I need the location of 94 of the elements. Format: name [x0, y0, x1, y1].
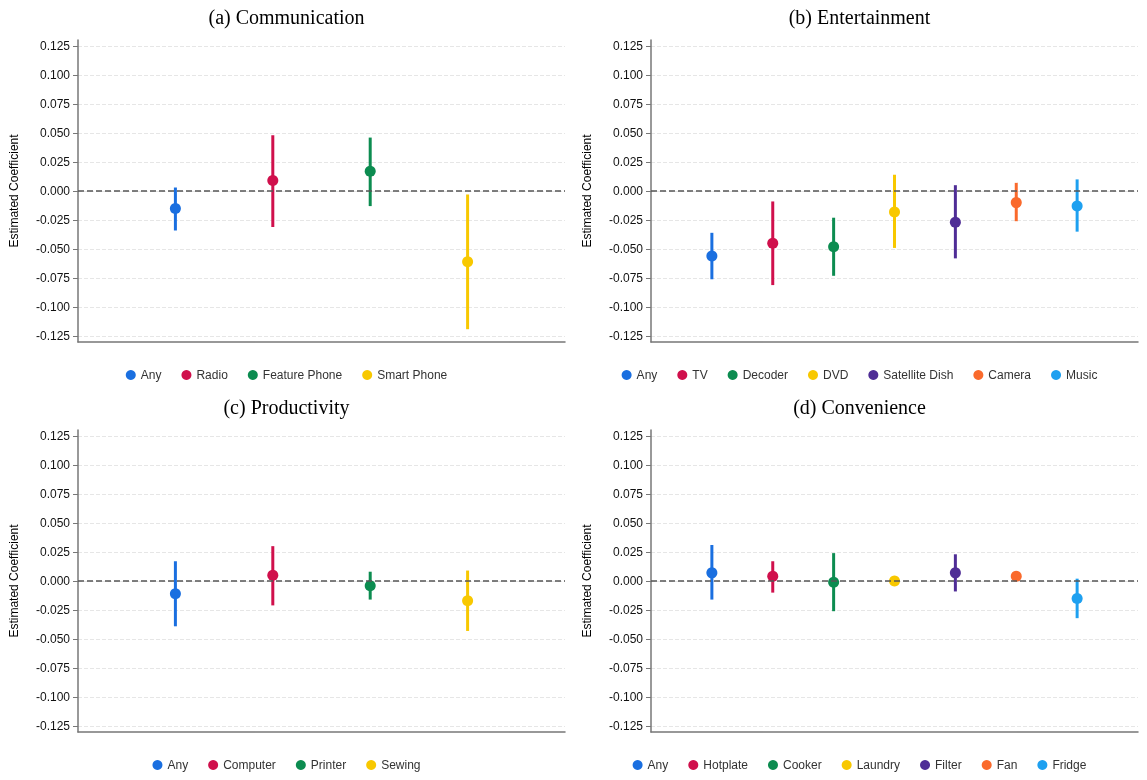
y-tick-label: -0.050	[608, 632, 644, 647]
chart-title: (b) Entertainment	[788, 6, 931, 29]
point	[462, 256, 474, 268]
y-tick-label: 0.075	[612, 96, 644, 111]
y-axis-title: Estimated Coefficient	[7, 133, 21, 248]
legend-label: Hotplate	[703, 758, 749, 772]
y-tick-label: -0.050	[608, 242, 644, 257]
legend-label: Decoder	[742, 368, 788, 382]
y-tick-label: -0.075	[608, 661, 644, 676]
legend-label: Computer	[223, 758, 276, 772]
y-tick-label: -0.125	[608, 719, 644, 734]
point	[706, 567, 718, 579]
y-axis-title: Estimated Coefficient	[580, 523, 594, 638]
legend-label: Camera	[988, 368, 1032, 382]
y-tick-label: -0.025	[35, 603, 71, 618]
legend-label: Feature Phone	[262, 368, 343, 382]
point	[949, 567, 961, 579]
legend-label: Fan	[996, 758, 1018, 772]
legend-label: Any	[647, 758, 669, 772]
y-tick-label: -0.100	[608, 690, 644, 705]
y-tick-label: 0.075	[39, 96, 71, 111]
point	[767, 570, 779, 582]
y-tick-label: 0.025	[612, 544, 644, 559]
y-tick-label: 0.100	[39, 67, 71, 82]
y-axis-title: Estimated Coefficient	[7, 523, 21, 638]
chart-title: (a) Communication	[208, 6, 365, 29]
y-tick-label: 0.050	[612, 515, 644, 530]
legend-label: Cooker	[782, 758, 822, 772]
y-tick-label: -0.050	[35, 242, 71, 257]
point	[1010, 197, 1022, 209]
y-tick-label: 0.050	[39, 515, 71, 530]
point	[889, 206, 900, 218]
point	[267, 569, 279, 581]
point	[169, 202, 181, 214]
point	[462, 595, 474, 607]
point	[1071, 200, 1083, 212]
legend-label: Printer	[310, 758, 347, 772]
legend-label: Any	[140, 368, 162, 382]
legend-label: Music	[1066, 368, 1098, 382]
y-tick-label: 0.000	[612, 184, 644, 198]
legend-label: Fridge	[1052, 758, 1087, 772]
point	[169, 588, 181, 600]
y-tick-label: 0.000	[39, 574, 71, 588]
y-tick-label: -0.100	[35, 300, 71, 315]
y-tick-label: 0.125	[612, 428, 644, 443]
point	[767, 237, 779, 249]
y-tick-label: -0.025	[608, 603, 644, 618]
y-tick-label: 0.075	[612, 486, 644, 501]
y-tick-label: -0.100	[35, 690, 71, 705]
y-tick-label: -0.025	[35, 213, 71, 228]
legend-label: Filter	[935, 758, 962, 772]
y-tick-label: -0.125	[35, 719, 71, 734]
y-tick-label: 0.100	[612, 457, 644, 472]
y-tick-label: 0.075	[39, 486, 71, 501]
y-tick-label: 0.050	[39, 125, 71, 140]
y-tick-label: 0.025	[39, 544, 71, 559]
y-tick-label: 0.050	[612, 125, 644, 140]
y-tick-label: 0.000	[39, 184, 71, 198]
y-tick-label: -0.125	[608, 329, 644, 344]
legend-label: Laundry	[856, 758, 901, 772]
y-tick-label: -0.100	[608, 300, 644, 315]
y-tick-label: 0.000	[612, 574, 644, 588]
legend-label: Satellite Dish	[883, 368, 954, 382]
y-tick-label: 0.100	[39, 457, 71, 472]
legend-label: TV	[692, 368, 708, 382]
legend-label: Radio	[196, 368, 229, 382]
point	[1071, 592, 1083, 604]
y-tick-label: -0.050	[35, 632, 71, 647]
y-tick-label: 0.100	[612, 67, 644, 82]
point	[267, 175, 279, 187]
point	[364, 580, 376, 592]
y-axis-title: Estimated Coefficient	[580, 133, 594, 248]
y-tick-label: 0.025	[39, 154, 71, 169]
point	[706, 250, 718, 262]
y-tick-label: 0.125	[39, 38, 71, 53]
point	[949, 216, 961, 228]
legend-label: DVD	[822, 368, 849, 382]
legend-label: Any	[636, 368, 658, 382]
chart-title: (c) Productivity	[223, 396, 350, 419]
y-tick-label: 0.125	[612, 38, 644, 53]
y-tick-label: 0.025	[612, 154, 644, 169]
point	[828, 241, 840, 253]
legend-label: Sewing	[381, 758, 421, 772]
chart-title: (d) Convenience	[793, 396, 926, 419]
y-tick-label: -0.125	[35, 329, 71, 344]
y-tick-label: -0.075	[35, 271, 71, 286]
point	[364, 165, 376, 177]
y-tick-label: -0.075	[608, 271, 644, 286]
legend-label: Any	[167, 758, 189, 772]
point	[1010, 570, 1022, 582]
legend-label: Smart Phone	[377, 368, 448, 382]
y-tick-label: -0.075	[35, 661, 71, 676]
y-tick-label: 0.125	[39, 428, 71, 443]
y-tick-label: -0.025	[608, 213, 644, 228]
